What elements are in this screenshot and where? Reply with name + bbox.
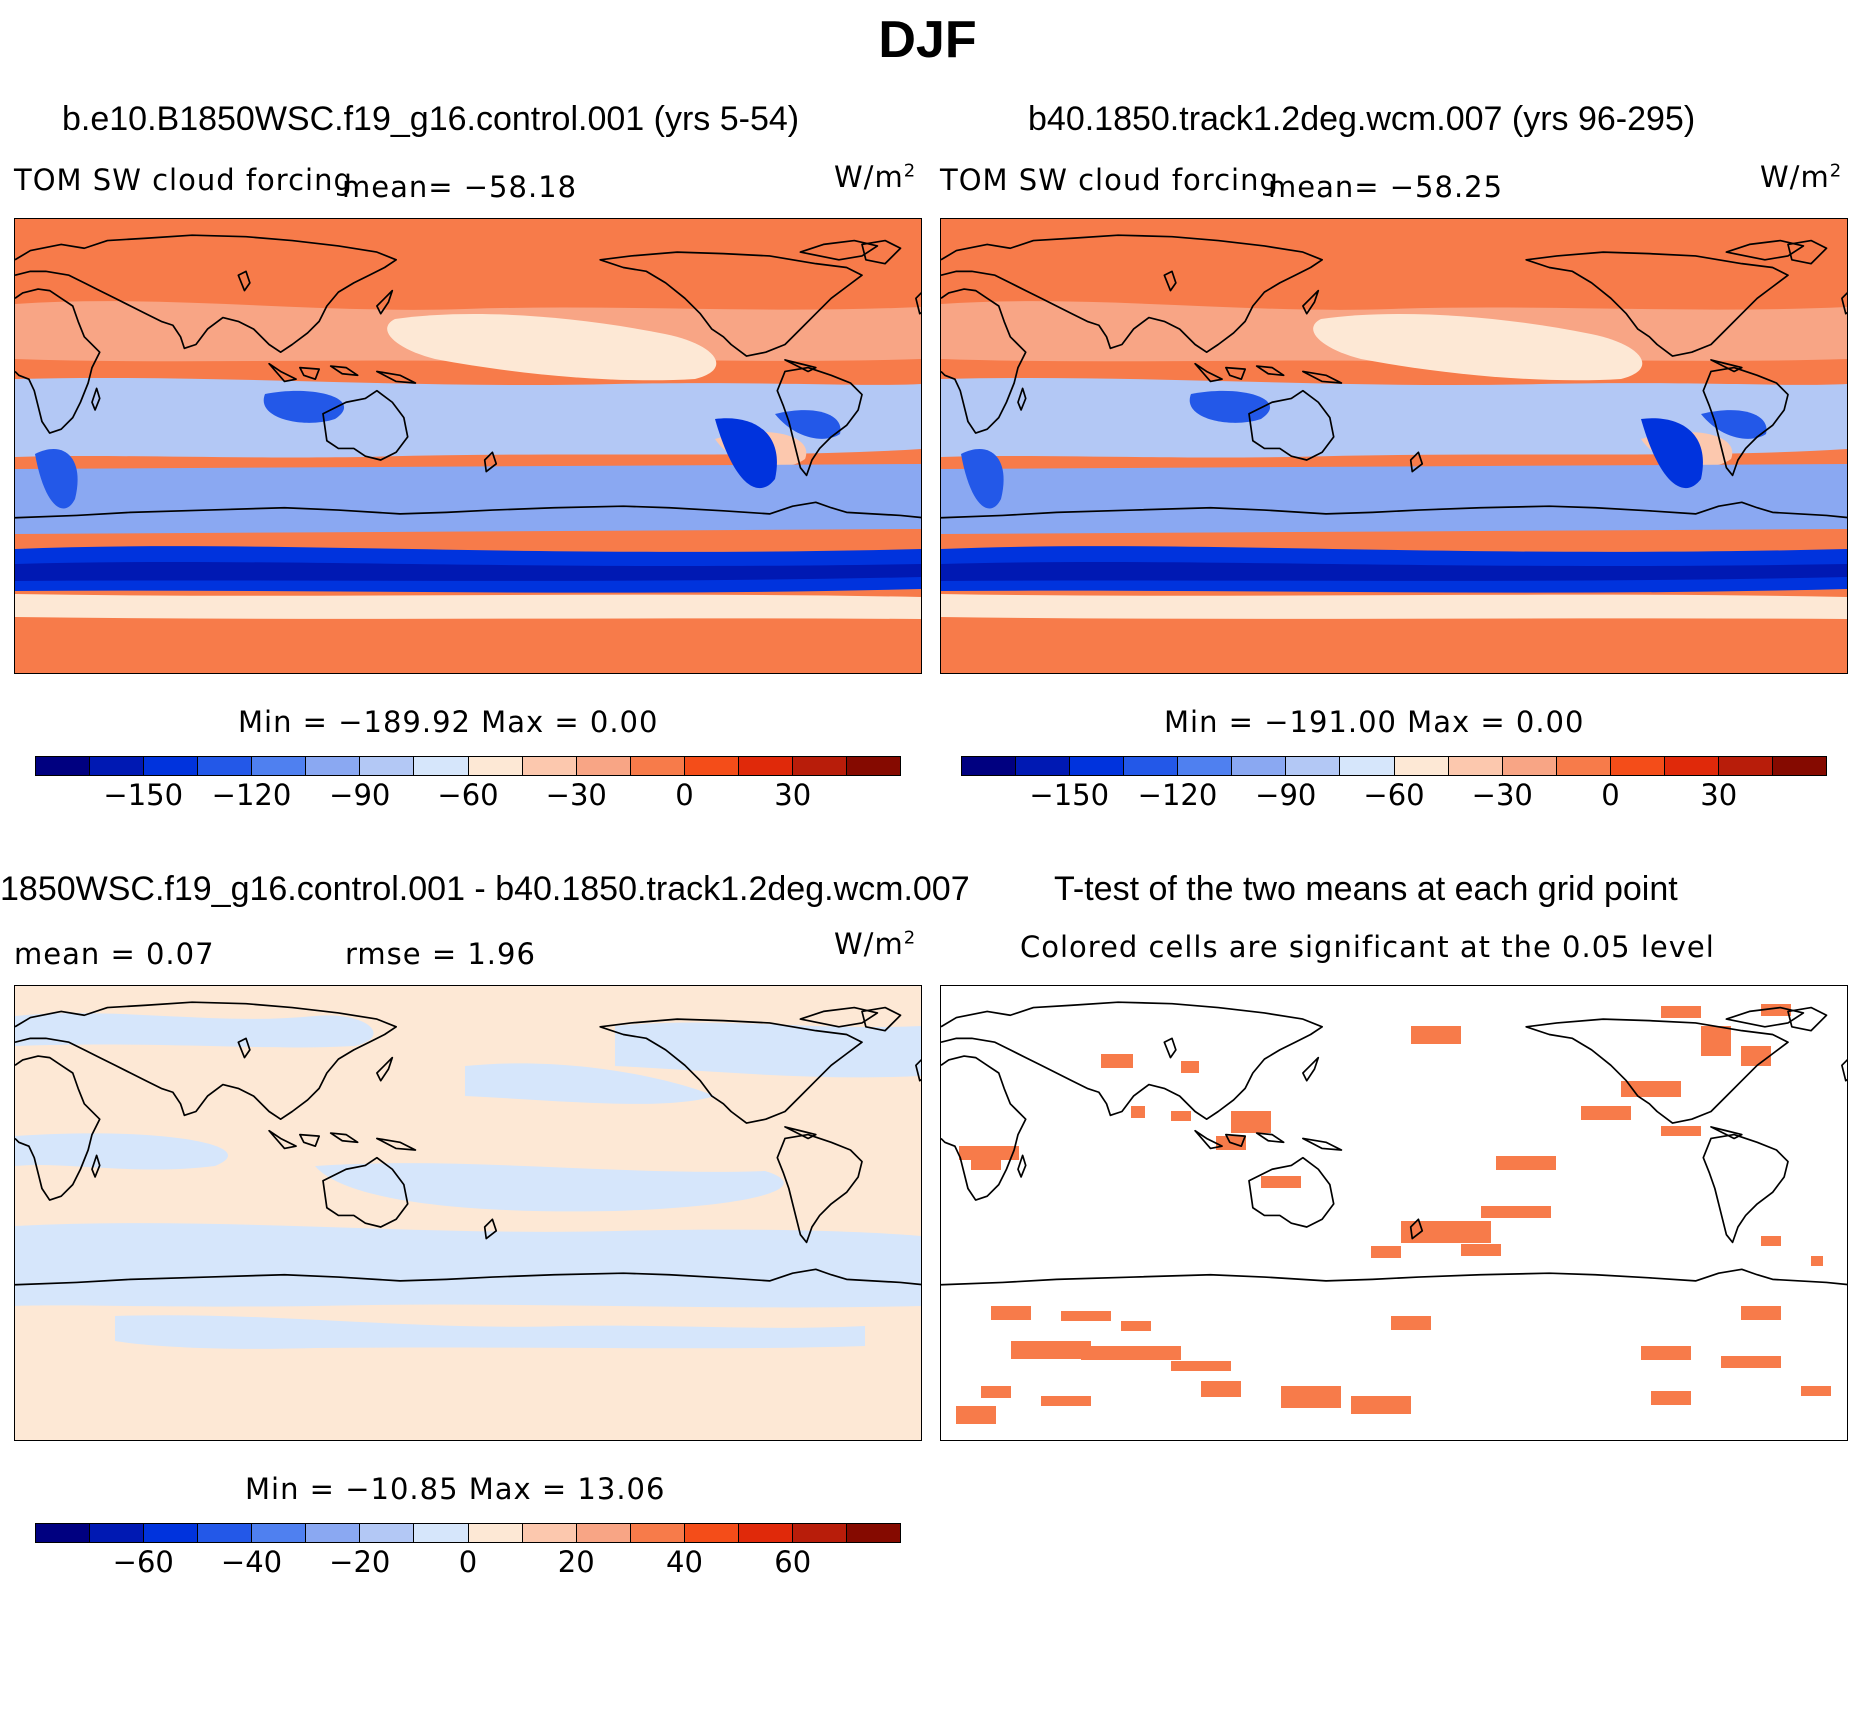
colorbar-swatch — [144, 757, 199, 775]
colorbar-bottom-left — [35, 1523, 901, 1543]
colorbar-swatch — [252, 757, 307, 775]
colorbar-swatch — [360, 1524, 415, 1542]
colorbar-swatch — [738, 1524, 793, 1542]
panel-title-top-right: b40.1850.track1.2deg.wcm.007 (yrs 96-295… — [1028, 100, 1696, 138]
colorbar-tick-label: −150 — [1029, 778, 1110, 812]
panel-title-bottom-right: T-test of the two means at each grid poi… — [1054, 870, 1678, 908]
map-bottom-left — [14, 985, 922, 1441]
panel-title-top-left: b.e10.B1850WSC.f19_g16.control.001 (yrs … — [62, 100, 800, 138]
colorbar-tick-label: 60 — [774, 1545, 812, 1579]
colorbar-tick-label: 0 — [458, 1545, 478, 1579]
colorbar-swatch — [468, 1524, 523, 1542]
mean-label-top-left: mean= −58.18 — [342, 170, 578, 204]
colorbar-tick-label: 30 — [1700, 778, 1738, 812]
mean-label-top-right: mean= −58.25 — [1268, 170, 1504, 204]
colorbar-tick-label: −40 — [220, 1545, 283, 1579]
minmax-label-top-right: Min = −191.00 Max = 0.00 — [1164, 705, 1585, 739]
colorbar-swatch — [36, 1524, 91, 1542]
colorbar-swatch — [792, 757, 847, 775]
colorbar-top-right — [961, 756, 1827, 776]
colorbar-swatch — [1718, 757, 1773, 775]
colorbar-swatch — [1286, 757, 1341, 775]
colorbar-swatch — [36, 757, 91, 775]
colorbar-swatch — [198, 1524, 253, 1542]
colorbar-swatch — [1124, 757, 1179, 775]
colorbar-tick-label: −120 — [211, 778, 292, 812]
colorbar-swatch — [252, 1524, 307, 1542]
subtitle-bottom-right: Colored cells are significant at the 0.0… — [1020, 930, 1715, 964]
colorbar-swatch — [1502, 757, 1557, 775]
colorbar-tick-label: −90 — [329, 778, 391, 812]
colorbar-tick-label: −30 — [1471, 778, 1533, 812]
colorbar-tick-label: 20 — [557, 1545, 595, 1579]
colorbar-swatch — [630, 757, 685, 775]
units-label-top-left: W/m2 — [834, 160, 917, 194]
colorbar-tick-label: −60 — [1363, 778, 1425, 812]
mean-label-bottom-left: mean = 0.07 — [14, 937, 215, 971]
variable-label-top-left: TOM SW cloud forcing — [14, 163, 353, 197]
colorbar-tick-label: −20 — [329, 1545, 391, 1579]
colorbar-swatch — [522, 1524, 577, 1542]
colorbar-swatch — [1610, 757, 1665, 775]
rmse-label-bottom-left: rmse = 1.96 — [345, 937, 536, 971]
colorbar-tick-label: −60 — [112, 1545, 174, 1579]
colorbar-swatch — [576, 757, 631, 775]
colorbar-swatch — [1178, 757, 1233, 775]
map-top-right — [940, 218, 1848, 674]
variable-label-top-right: TOM SW cloud forcing — [940, 163, 1279, 197]
colorbar-swatch — [1772, 757, 1826, 775]
units-label-bottom-left: W/m2 — [834, 927, 917, 961]
colorbar-swatch — [846, 757, 900, 775]
colorbar-swatch — [846, 1524, 900, 1542]
colorbar-swatch — [414, 1524, 469, 1542]
colorbar-swatch — [1664, 757, 1719, 775]
colorbar-swatch — [468, 757, 523, 775]
colorbar-swatch — [414, 757, 469, 775]
colorbar-swatch — [90, 1524, 145, 1542]
colorbar-tick-label: 40 — [666, 1545, 703, 1579]
colorbar-swatch — [576, 1524, 631, 1542]
figure-title: DJF — [878, 11, 977, 69]
colorbar-swatch — [306, 757, 361, 775]
colorbar-tick-label: 0 — [675, 778, 694, 812]
colorbar-swatch — [1556, 757, 1611, 775]
colorbar-tick-label: −120 — [1137, 778, 1218, 812]
colorbar-top-left — [35, 756, 901, 776]
map-bottom-right — [940, 985, 1848, 1441]
colorbar-swatch — [198, 757, 253, 775]
colorbar-swatch — [90, 757, 145, 775]
colorbar-tick-label: 0 — [1601, 778, 1620, 812]
colorbar-tick-label: 30 — [774, 778, 812, 812]
colorbar-swatch — [1232, 757, 1287, 775]
panel-title-bottom-left: 1850WSC.f19_g16.control.001 - b40.1850.t… — [0, 870, 970, 908]
colorbar-swatch — [1340, 757, 1395, 775]
colorbar-swatch — [738, 757, 793, 775]
colorbar-swatch — [360, 757, 415, 775]
colorbar-swatch — [962, 757, 1017, 775]
colorbar-tick-label: −150 — [103, 778, 184, 812]
colorbar-tick-label: −30 — [545, 778, 607, 812]
colorbar-swatch — [144, 1524, 199, 1542]
colorbar-swatch — [684, 1524, 739, 1542]
colorbar-swatch — [792, 1524, 847, 1542]
colorbar-swatch — [630, 1524, 685, 1542]
minmax-label-top-left: Min = −189.92 Max = 0.00 — [238, 705, 659, 739]
map-top-left — [14, 218, 922, 674]
minmax-label-bottom-left: Min = −10.85 Max = 13.06 — [245, 1472, 666, 1506]
colorbar-swatch — [684, 757, 739, 775]
colorbar-swatch — [1448, 757, 1503, 775]
colorbar-swatch — [306, 1524, 361, 1542]
colorbar-swatch — [1070, 757, 1125, 775]
colorbar-swatch — [1394, 757, 1449, 775]
colorbar-swatch — [522, 757, 577, 775]
colorbar-swatch — [1016, 757, 1071, 775]
units-label-top-right: W/m2 — [1760, 160, 1843, 194]
colorbar-tick-label: −60 — [437, 778, 499, 812]
colorbar-tick-label: −90 — [1255, 778, 1317, 812]
